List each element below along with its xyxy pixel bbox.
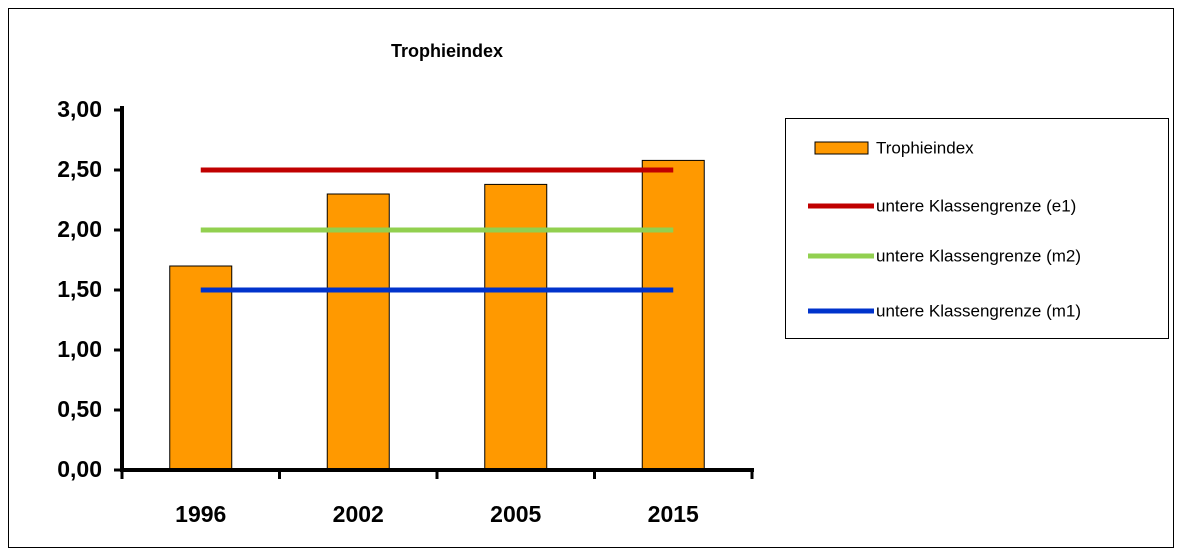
bar	[484, 183, 548, 471]
x-tick-label: 2015	[648, 501, 699, 527]
y-tick-label: 0,50	[57, 396, 102, 422]
y-tick-label: 3,00	[57, 96, 102, 122]
x-tick-label: 2005	[490, 501, 541, 527]
legend-label: untere Klassengrenze (e1)	[876, 196, 1076, 215]
bar	[326, 193, 390, 471]
y-tick-label: 2,50	[57, 156, 102, 182]
legend-label: untere Klassengrenze (m1)	[876, 301, 1081, 320]
bar	[641, 159, 705, 471]
legend-swatch	[814, 141, 869, 155]
y-tick-label: 1,50	[57, 276, 102, 302]
chart-title: Trophieindex	[391, 41, 503, 61]
legend-label: untere Klassengrenze (m2)	[876, 246, 1081, 265]
x-tick-label: 2002	[333, 501, 384, 527]
y-tick-label: 0,00	[57, 456, 102, 482]
y-tick-label: 2,00	[57, 216, 102, 242]
y-tick-label: 1,00	[57, 336, 102, 362]
bar	[169, 265, 233, 471]
legend-label: Trophieindex	[876, 138, 974, 157]
legend-box	[785, 118, 1169, 339]
x-tick-label: 1996	[175, 501, 226, 527]
